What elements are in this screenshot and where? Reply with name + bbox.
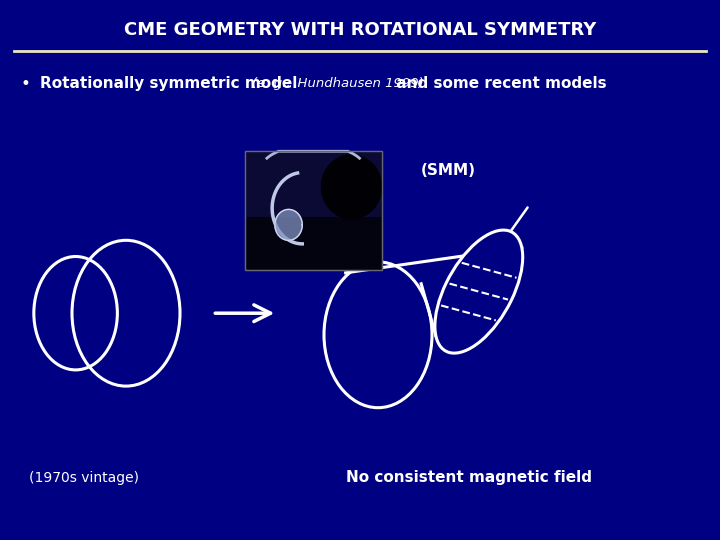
Ellipse shape <box>435 230 523 353</box>
Bar <box>245 151 382 270</box>
Text: Rotationally symmetric model: Rotationally symmetric model <box>40 76 302 91</box>
Bar <box>245 151 382 270</box>
Text: (1970s vintage): (1970s vintage) <box>29 471 139 485</box>
Text: (e. g.,  Hundhausen 1999): (e. g., Hundhausen 1999) <box>252 77 424 90</box>
Text: •: • <box>20 75 30 93</box>
Text: and some recent models: and some recent models <box>391 76 606 91</box>
Ellipse shape <box>320 154 382 219</box>
Polygon shape <box>275 210 302 240</box>
Text: (SMM): (SMM) <box>421 163 476 178</box>
Text: CME GEOMETRY WITH ROTATIONAL SYMMETRY: CME GEOMETRY WITH ROTATIONAL SYMMETRY <box>124 21 596 39</box>
Bar <box>245 151 382 217</box>
Text: No consistent magnetic field: No consistent magnetic field <box>346 470 592 485</box>
